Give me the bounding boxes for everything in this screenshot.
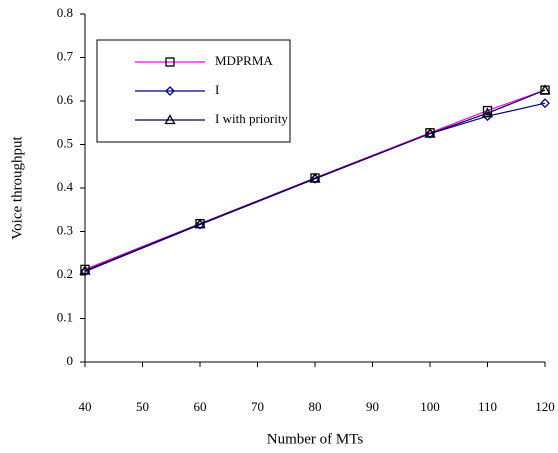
y-tick-label: 0.5	[57, 135, 73, 150]
x-tick-label: 110	[478, 399, 497, 414]
y-tick-label: 0.2	[57, 266, 73, 281]
x-tick-label: 50	[136, 399, 149, 414]
y-tick-label: 0.8	[57, 5, 73, 20]
marker	[539, 84, 551, 95]
marker	[79, 264, 91, 275]
y-tick-label: 0.1	[57, 309, 73, 324]
y-axis-label: Voice throughput	[9, 135, 25, 239]
legend-label: I	[215, 82, 219, 97]
x-tick-label: 70	[251, 399, 264, 414]
marker	[540, 98, 550, 109]
x-tick-label: 120	[535, 399, 555, 414]
marker	[164, 114, 176, 125]
marker	[194, 218, 206, 229]
series-line	[84, 89, 546, 272]
y-tick-label: 0	[67, 353, 74, 368]
y-tick-label: 0.3	[57, 222, 73, 237]
x-tick-label: 60	[194, 399, 207, 414]
x-tick-label: 90	[366, 399, 379, 414]
x-axis-label: Number of MTs	[267, 431, 364, 447]
marker	[165, 57, 175, 67]
marker	[482, 111, 493, 122]
y-tick-label: 0.7	[57, 48, 74, 63]
marker	[424, 127, 436, 138]
x-tick-label: 40	[79, 399, 92, 414]
x-tick-label: 100	[420, 399, 440, 414]
y-tick-label: 0.6	[57, 92, 74, 107]
marker	[309, 172, 321, 183]
marker	[482, 105, 493, 116]
y-tick-label: 0.4	[57, 179, 74, 194]
legend-label: I with priority	[215, 111, 288, 126]
x-tick-label: 80	[309, 399, 322, 414]
legend-label: MDPRMA	[215, 53, 273, 68]
marker	[165, 86, 175, 96]
marker	[481, 107, 494, 118]
